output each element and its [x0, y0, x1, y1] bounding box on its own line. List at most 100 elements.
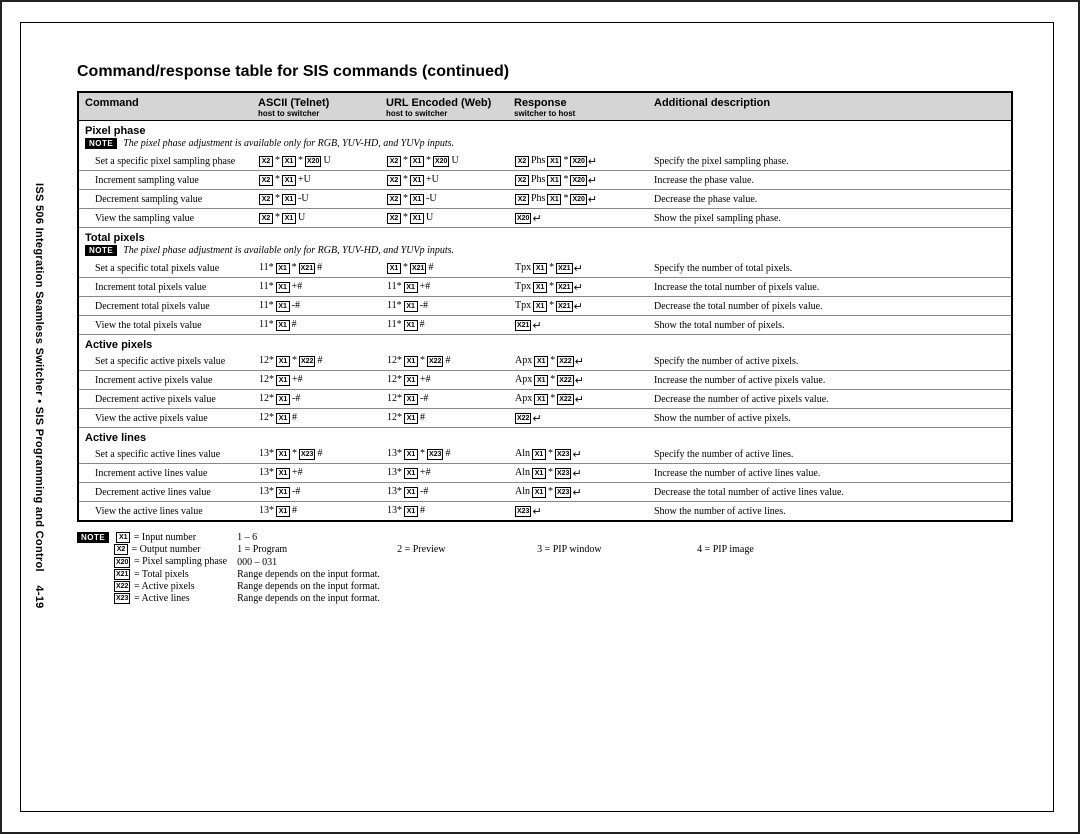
- note-text: The pixel phase adjustment is available …: [123, 245, 454, 256]
- cell-description: Increase the number of active lines valu…: [648, 464, 1012, 483]
- return-icon: ↵: [574, 282, 583, 294]
- sidebar-pagenum: 4-19: [33, 585, 45, 608]
- cell-command: Increment total pixels value: [78, 278, 252, 297]
- var-box: X23: [114, 593, 130, 604]
- footnote-col4: [697, 569, 764, 581]
- cell-ascii: X2*X1*X20U: [252, 152, 380, 171]
- var-box: X2: [387, 156, 401, 167]
- footnote-col1: 000 – 031: [237, 556, 397, 568]
- var-box: X20: [570, 175, 586, 186]
- var-box: X2: [259, 175, 273, 186]
- var-box: X2: [515, 194, 529, 205]
- cell-command: Set a specific active pixels value: [78, 352, 252, 371]
- var-box: X20: [570, 156, 586, 167]
- var-box: X1: [404, 449, 418, 460]
- table-row: Set a specific pixel sampling phaseX2*X1…: [78, 152, 1012, 171]
- cell-url: 11*X1#: [380, 316, 508, 335]
- cell-url: X2*X1-U: [380, 190, 508, 209]
- return-icon: ↵: [572, 468, 581, 480]
- table-row: Decrement active lines value13*X1-#13*X1…: [78, 483, 1012, 502]
- footnote-col1: 1 = Program: [237, 544, 397, 556]
- var-box: X1: [276, 506, 290, 517]
- col-desc: Additional description: [648, 92, 1012, 121]
- cell-description: Decrease the total number of pixels valu…: [648, 297, 1012, 316]
- footnote-col1: 1 – 6: [237, 532, 397, 544]
- table-row: Set a specific active pixels value12*X1*…: [78, 352, 1012, 371]
- footnote-col2: [397, 532, 537, 544]
- var-box: X2: [387, 194, 401, 205]
- footnote-col3: 3 = PIP window: [537, 544, 697, 556]
- table-row: Set a specific active lines value13*X1*X…: [78, 445, 1012, 464]
- var-box: X1: [276, 263, 290, 274]
- cell-command: View the total pixels value: [78, 316, 252, 335]
- table-row: Decrement sampling valueX2*X1-UX2*X1-UX2…: [78, 190, 1012, 209]
- cell-url: 13*X1*X23#: [380, 445, 508, 464]
- return-icon: ↵: [575, 356, 584, 368]
- cell-response: X2PhsX1*X20↵: [508, 171, 648, 190]
- var-box: X1: [276, 320, 290, 331]
- cell-description: Increase the total number of pixels valu…: [648, 278, 1012, 297]
- cell-command: Increment active lines value: [78, 464, 252, 483]
- page: ISS 506 Integration Seamless Switcher • …: [0, 0, 1080, 834]
- var-box: X22: [557, 375, 573, 386]
- var-box: X1: [116, 532, 130, 543]
- footnote-row: X21 = Total pixelsRange depends on the i…: [77, 569, 764, 581]
- var-box: X1: [404, 301, 418, 312]
- footnote-col1: Range depends on the input format.: [237, 581, 397, 593]
- var-box: X1: [532, 449, 546, 460]
- section-heading: Pixel phase: [78, 121, 1012, 139]
- var-box: X22: [557, 394, 573, 405]
- var-box: X2: [515, 175, 529, 186]
- cell-url: X2*X1+U: [380, 171, 508, 190]
- table-row: Decrement active pixels value12*X1-#12*X…: [78, 390, 1012, 409]
- table-header: Command ASCII (Telnet) host to switcher …: [78, 92, 1012, 121]
- var-box: X1: [404, 394, 418, 405]
- cell-ascii: 11*X1+#: [252, 278, 380, 297]
- footnote-col3: [537, 556, 697, 568]
- cell-response: TpxX1*X21↵: [508, 278, 648, 297]
- return-icon: ↵: [532, 320, 541, 332]
- cell-response: X2PhsX1*X20↵: [508, 152, 648, 171]
- section-heading: Active pixels: [78, 335, 1012, 353]
- footnote-col4: [697, 593, 764, 605]
- cell-description: Decrease the number of active pixels val…: [648, 390, 1012, 409]
- var-box: X21: [114, 569, 130, 580]
- var-box: X20: [305, 156, 321, 167]
- return-icon: ↵: [575, 394, 584, 406]
- var-box: X1: [282, 175, 296, 186]
- cell-ascii: 12*X1*X22#: [252, 352, 380, 371]
- cell-command: Set a specific total pixels value: [78, 259, 252, 278]
- cell-url: 11*X1+#: [380, 278, 508, 297]
- table-row: View the total pixels value11*X1#11*X1#X…: [78, 316, 1012, 335]
- cell-url: 12*X1#: [380, 409, 508, 428]
- var-box: X1: [276, 487, 290, 498]
- table-row: Increment active pixels value12*X1+#12*X…: [78, 371, 1012, 390]
- return-icon: ↵: [588, 194, 597, 206]
- var-box: X21: [556, 282, 572, 293]
- var-box: X20: [433, 156, 449, 167]
- var-box: X23: [427, 449, 443, 460]
- cell-ascii: 12*X1-#: [252, 390, 380, 409]
- cell-url: X2*X1U: [380, 209, 508, 228]
- var-box: X23: [555, 468, 571, 479]
- footnote-label: = Active lines: [134, 593, 190, 604]
- footnote-row: NOTE X1 = Input number 1 – 6: [77, 532, 764, 544]
- table-row: View the active lines value13*X1#13*X1#X…: [78, 502, 1012, 522]
- var-box: X1: [547, 175, 561, 186]
- footnote-col2: [397, 556, 537, 568]
- var-box: X1: [276, 413, 290, 424]
- note-badge: NOTE: [77, 532, 109, 543]
- var-box: X1: [410, 213, 424, 224]
- var-box: X23: [555, 449, 571, 460]
- note-text: The pixel phase adjustment is available …: [123, 138, 454, 149]
- footnote-label: = Input number: [134, 532, 196, 543]
- cell-ascii: 12*X1#: [252, 409, 380, 428]
- cell-ascii: 11*X1*X21#: [252, 259, 380, 278]
- cell-command: View the active lines value: [78, 502, 252, 522]
- var-box: X22: [557, 356, 573, 367]
- return-icon: ↵: [532, 413, 541, 425]
- cell-response: ApxX1*X22↵: [508, 352, 648, 371]
- var-box: X1: [534, 375, 548, 386]
- var-box: X2: [387, 213, 401, 224]
- cell-response: X23↵: [508, 502, 648, 522]
